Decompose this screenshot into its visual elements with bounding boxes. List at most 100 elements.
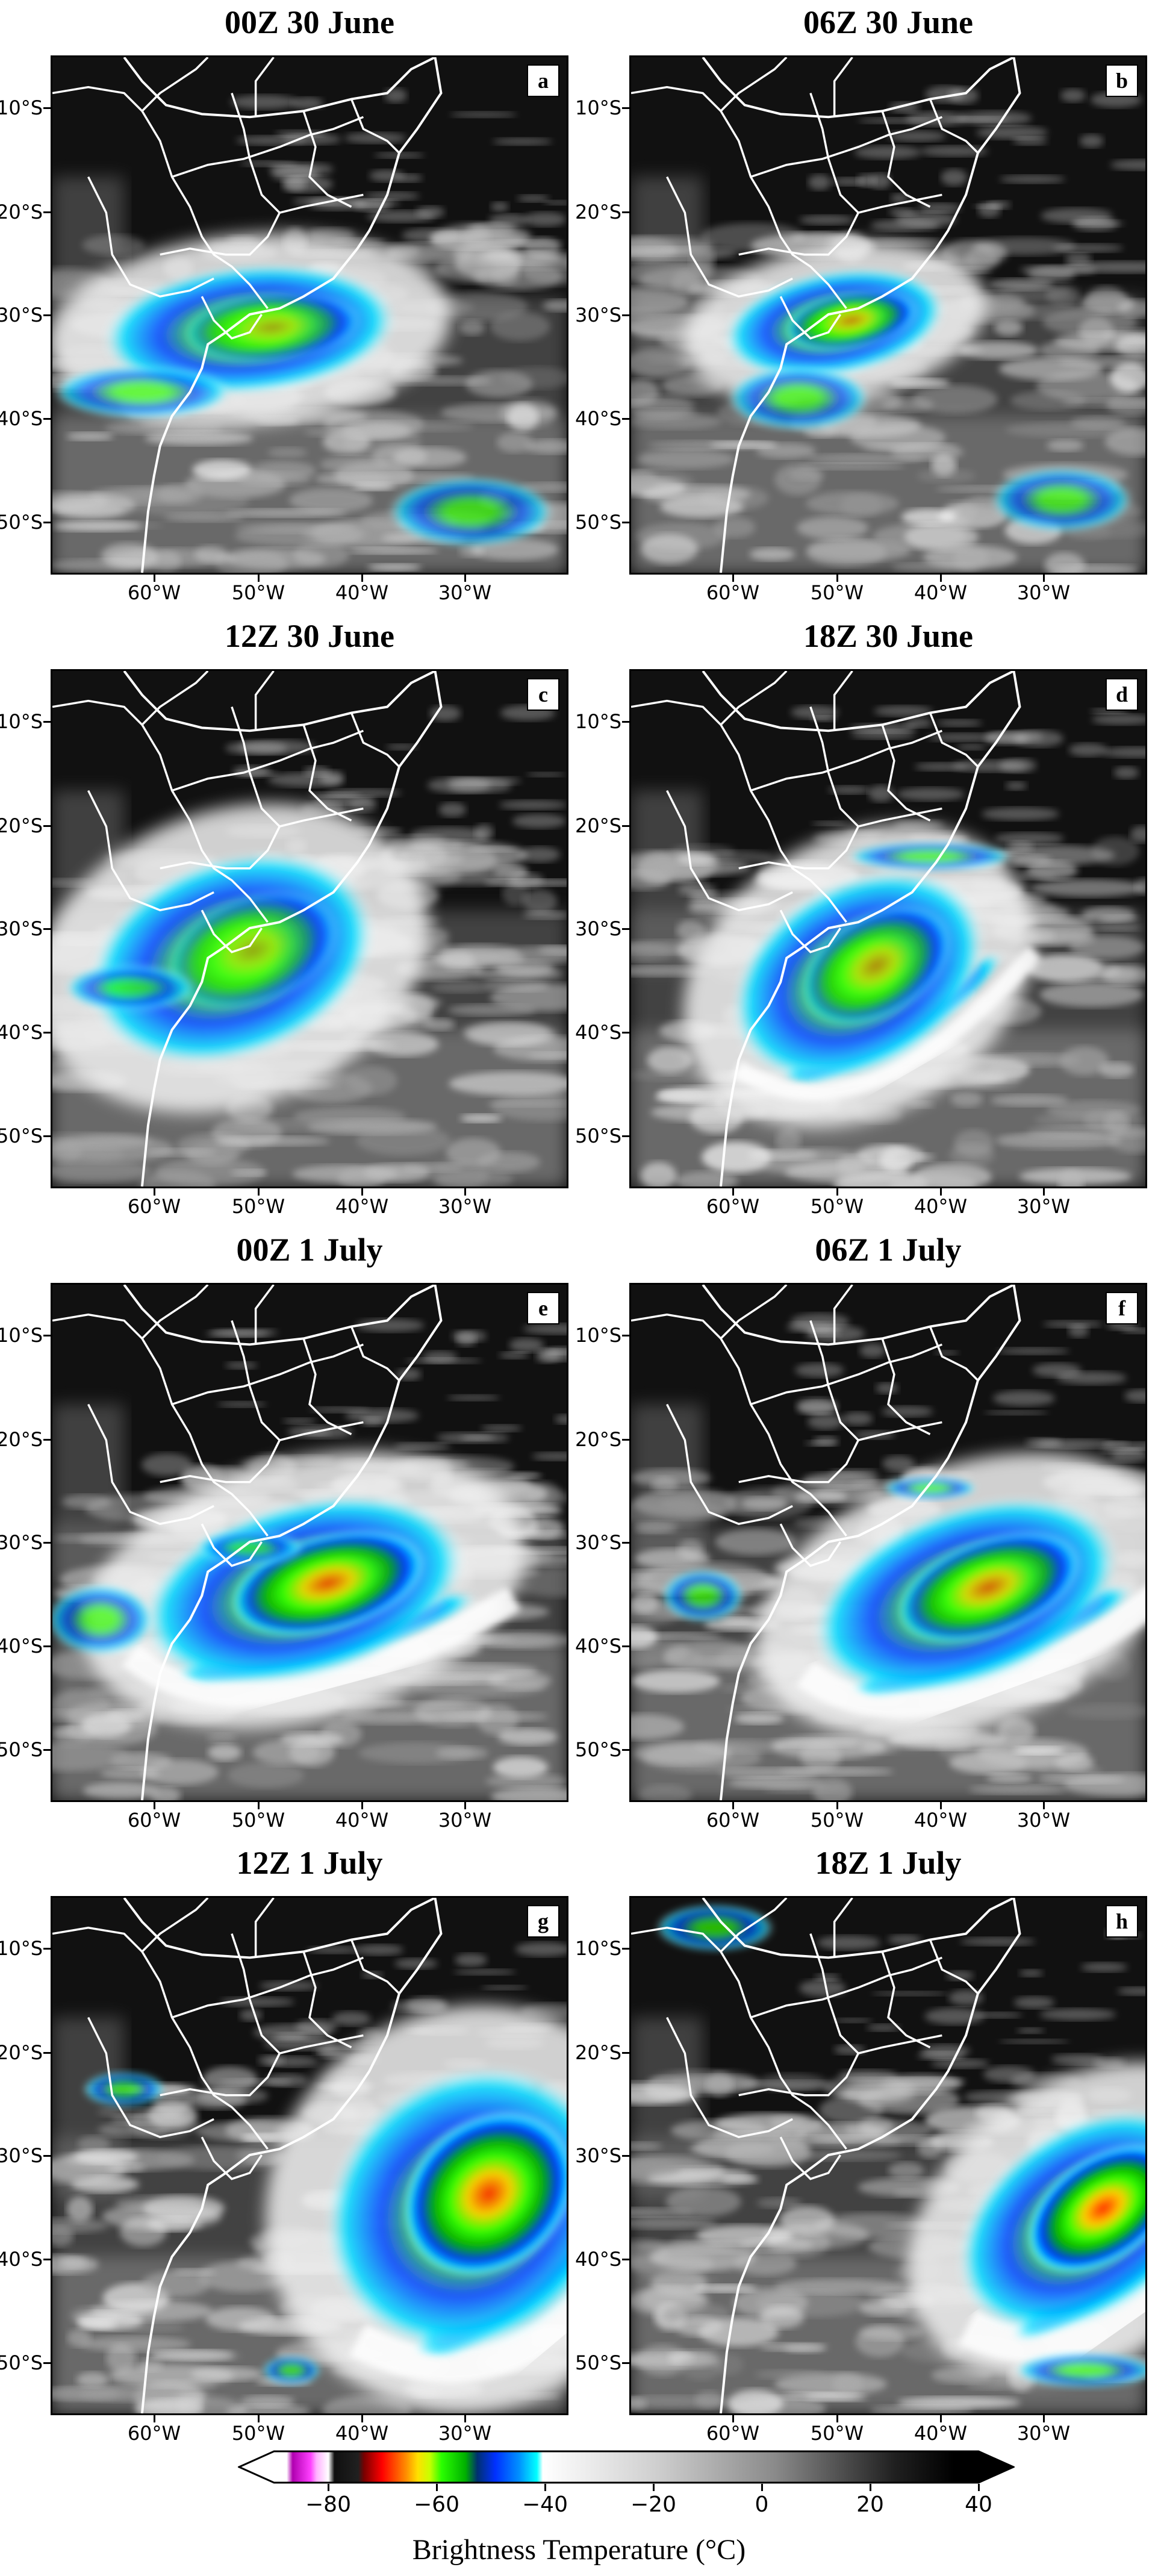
latitude-tick-mark bbox=[43, 721, 51, 723]
longitude-tick-mark bbox=[464, 575, 466, 582]
longitude-tick-mark bbox=[154, 1802, 155, 1809]
longitude-tick-label: 50°W bbox=[231, 581, 285, 604]
latitude-tick-mark bbox=[43, 825, 51, 827]
latitude-tick-label: 40°S bbox=[0, 407, 43, 430]
latitude-tick-mark bbox=[43, 2259, 51, 2260]
colorbar-tick-label: 40 bbox=[965, 2492, 992, 2517]
longitude-tick-mark bbox=[258, 1188, 260, 1196]
latitude-tick-mark bbox=[622, 2362, 629, 2364]
latitude-tick-label: 10°S bbox=[575, 1937, 622, 1960]
latitude-tick-label: 30°S bbox=[575, 1531, 622, 1554]
latitude-tick-mark bbox=[622, 1948, 629, 1950]
longitude-tick-label: 30°W bbox=[1016, 2422, 1071, 2445]
latitude-tick-label: 50°S bbox=[0, 2351, 43, 2374]
satellite-map: b bbox=[629, 55, 1147, 575]
longitude-tick-mark bbox=[940, 1188, 942, 1196]
longitude-tick-label: 30°W bbox=[1016, 1809, 1071, 1832]
latitude-tick-mark bbox=[43, 1335, 51, 1336]
latitude-tick-mark bbox=[43, 1948, 51, 1950]
longitude-tick-mark bbox=[732, 1802, 734, 1809]
latitude-tick-label: 30°S bbox=[0, 304, 43, 326]
longitude-tick-label: 50°W bbox=[810, 581, 864, 604]
latitude-tick-mark bbox=[622, 1645, 629, 1647]
latitude-tick-mark bbox=[622, 522, 629, 523]
panel-title: 18Z 30 June bbox=[803, 618, 974, 654]
panel-letter: f bbox=[1106, 1292, 1138, 1324]
colorbar-tick-mark bbox=[328, 2484, 329, 2491]
satellite-map: d bbox=[629, 669, 1147, 1188]
latitude-tick-label: 10°S bbox=[0, 1324, 43, 1347]
longitude-tick-label: 30°W bbox=[438, 1195, 492, 1218]
latitude-tick-mark bbox=[43, 2362, 51, 2364]
longitude-tick-mark bbox=[940, 1802, 942, 1809]
colorbar-tick-mark bbox=[761, 2484, 763, 2491]
longitude-tick-mark bbox=[836, 1188, 838, 1196]
longitude-tick-label: 30°W bbox=[1016, 1195, 1071, 1218]
panel-letter: e bbox=[527, 1292, 559, 1324]
latitude-tick-label: 40°S bbox=[0, 1021, 43, 1044]
longitude-tick-label: 50°W bbox=[231, 1195, 285, 1218]
latitude-tick-mark bbox=[43, 2052, 51, 2054]
longitude-tick-label: 40°W bbox=[914, 1195, 968, 1218]
latitude-tick-mark bbox=[622, 107, 629, 109]
colorbar-label: Brightness Temperature (°C) bbox=[412, 2534, 746, 2566]
panel-letter: c bbox=[527, 678, 559, 711]
longitude-tick-label: 30°W bbox=[438, 581, 492, 604]
colorbar-tick-label: −60 bbox=[414, 2492, 459, 2517]
latitude-tick-label: 50°S bbox=[0, 1124, 43, 1147]
panel-title: 00Z 30 June bbox=[224, 4, 395, 40]
longitude-tick-mark bbox=[732, 575, 734, 582]
latitude-tick-label: 40°S bbox=[575, 1635, 622, 1658]
latitude-tick-label: 50°S bbox=[575, 2351, 622, 2374]
longitude-tick-mark bbox=[154, 2415, 155, 2422]
longitude-tick-mark bbox=[154, 1188, 155, 1196]
longitude-tick-mark bbox=[464, 2415, 466, 2422]
latitude-tick-label: 10°S bbox=[575, 1324, 622, 1347]
longitude-tick-mark bbox=[464, 1802, 466, 1809]
latitude-tick-mark bbox=[622, 211, 629, 213]
latitude-tick-label: 50°S bbox=[575, 1738, 622, 1761]
longitude-tick-mark bbox=[258, 2415, 260, 2422]
panel-title: 06Z 30 June bbox=[803, 4, 974, 40]
longitude-tick-label: 40°W bbox=[914, 1809, 968, 1832]
longitude-tick-label: 40°W bbox=[335, 1809, 389, 1832]
longitude-tick-mark bbox=[836, 2415, 838, 2422]
colorbar-tick-mark bbox=[436, 2484, 438, 2491]
latitude-tick-mark bbox=[43, 1032, 51, 1034]
panel-letter: a bbox=[527, 64, 559, 97]
longitude-tick-label: 60°W bbox=[706, 581, 760, 604]
longitude-tick-label: 60°W bbox=[127, 581, 181, 604]
latitude-tick-mark bbox=[622, 1749, 629, 1751]
satellite-map: h bbox=[629, 1896, 1147, 2415]
satellite-map: e bbox=[51, 1283, 568, 1802]
longitude-tick-label: 50°W bbox=[810, 1195, 864, 1218]
longitude-tick-mark bbox=[836, 575, 838, 582]
latitude-tick-mark bbox=[622, 721, 629, 723]
longitude-tick-mark bbox=[1043, 1188, 1045, 1196]
longitude-tick-mark bbox=[361, 1188, 363, 1196]
latitude-tick-label: 40°S bbox=[0, 1635, 43, 1658]
latitude-tick-mark bbox=[43, 2155, 51, 2157]
longitude-tick-mark bbox=[258, 1802, 260, 1809]
longitude-tick-label: 50°W bbox=[810, 1809, 864, 1832]
longitude-tick-label: 30°W bbox=[438, 2422, 492, 2445]
satellite-map: g bbox=[51, 1896, 568, 2415]
panel-title: 00Z 1 July bbox=[236, 1232, 383, 1268]
latitude-tick-label: 40°S bbox=[0, 2248, 43, 2271]
longitude-tick-label: 60°W bbox=[706, 2422, 760, 2445]
latitude-tick-label: 30°S bbox=[575, 917, 622, 940]
panel-title: 18Z 1 July bbox=[815, 1845, 962, 1881]
satellite-map: f bbox=[629, 1283, 1147, 1802]
latitude-tick-label: 10°S bbox=[0, 710, 43, 733]
longitude-tick-mark bbox=[464, 1188, 466, 1196]
latitude-tick-mark bbox=[43, 211, 51, 213]
colorbar bbox=[238, 2450, 1015, 2484]
latitude-tick-mark bbox=[43, 1749, 51, 1751]
latitude-tick-mark bbox=[43, 1542, 51, 1544]
latitude-tick-mark bbox=[43, 418, 51, 420]
longitude-tick-label: 60°W bbox=[127, 2422, 181, 2445]
colorbar-tick-mark bbox=[978, 2484, 980, 2491]
longitude-tick-label: 30°W bbox=[1016, 581, 1071, 604]
latitude-tick-mark bbox=[43, 522, 51, 523]
colorbar-tick-label: −80 bbox=[305, 2492, 351, 2517]
